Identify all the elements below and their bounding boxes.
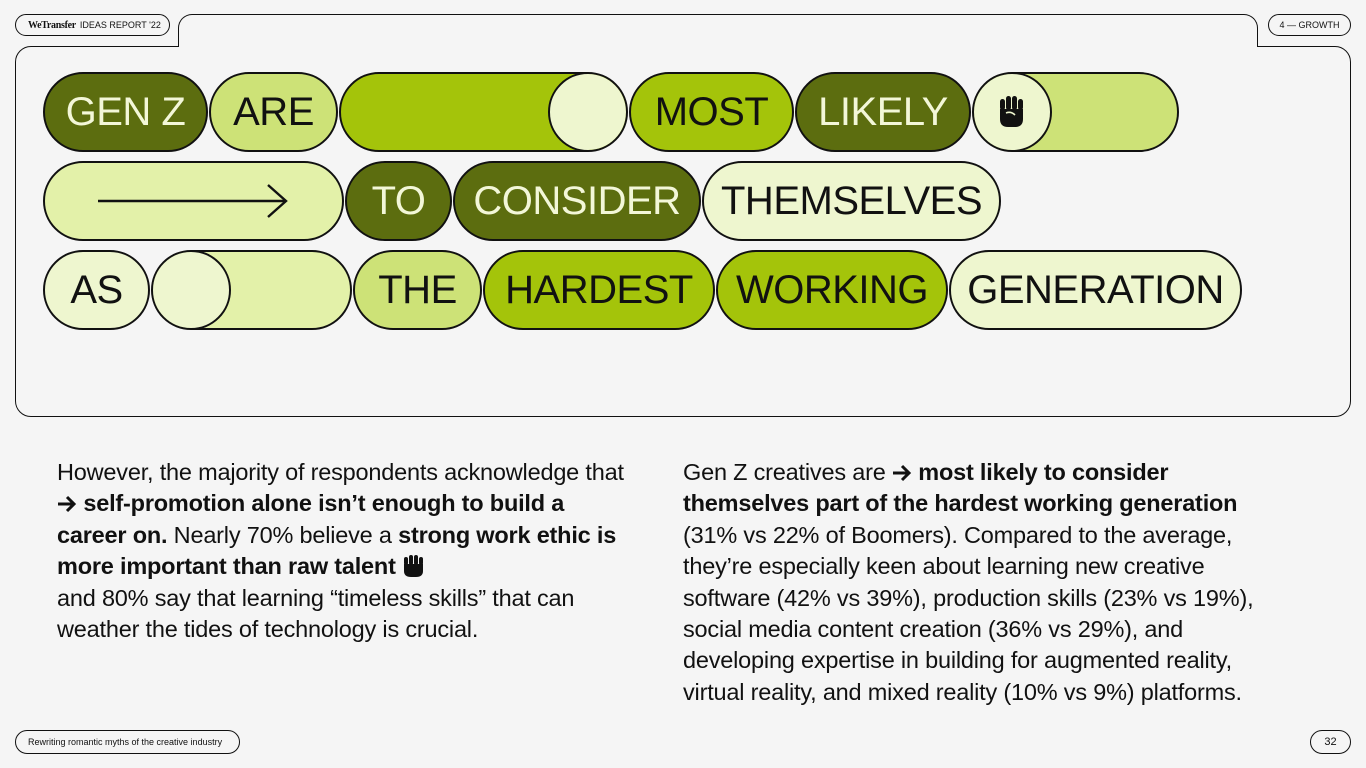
arrow-right-icon [58, 496, 77, 513]
word-pill-as: AS [43, 250, 150, 330]
right-paragraph: Gen Z creatives are most likely to consi… [683, 459, 1254, 705]
word-pill-themselves: THEMSELVES [702, 161, 1001, 241]
arrow-right-icon [892, 464, 912, 482]
word-pill-likely: LIKELY [795, 72, 971, 152]
left-paragraph: However, the majority of respondents ack… [57, 459, 624, 643]
toggle-pill-1 [339, 72, 628, 152]
fist-icon [404, 555, 424, 578]
report-tag: WeTransfer IDEAS REPORT '22 [15, 14, 170, 36]
fist-icon [1000, 96, 1023, 127]
word-pill-working: WORKING [716, 250, 948, 330]
word-pill-hardest: HARDEST [483, 250, 715, 330]
word-pill-are: ARE [209, 72, 338, 152]
word-pill-gen-z: GEN Z [43, 72, 208, 152]
word-pill-the: THE [353, 250, 482, 330]
word-pill-consider: CONSIDER [453, 161, 701, 241]
word-pill-generation: GENERATION [949, 250, 1242, 330]
page-number-tag: 32 [1310, 730, 1351, 754]
word-pill-to: TO [345, 161, 452, 241]
toggle-knob [548, 74, 626, 150]
footer-title: Rewriting romantic myths of the creative… [28, 737, 223, 747]
toggle-knob-2 [153, 252, 231, 328]
report-title: IDEAS REPORT '22 [79, 20, 161, 30]
section-label: 4 — GROWTH [1279, 20, 1340, 30]
arrow-pill [43, 161, 344, 241]
page-number: 32 [1324, 736, 1337, 748]
footer-title-tag: Rewriting romantic myths of the creative… [15, 730, 240, 754]
toggle-pill-fist [972, 72, 1179, 152]
arrow-right-icon [97, 184, 288, 218]
word-pill-most: MOST [629, 72, 794, 152]
toggle-pill-2 [151, 250, 352, 330]
section-tag: 4 — GROWTH [1268, 14, 1351, 36]
brand-logo: WeTransfer [28, 19, 76, 31]
fist-knob [974, 74, 1052, 150]
